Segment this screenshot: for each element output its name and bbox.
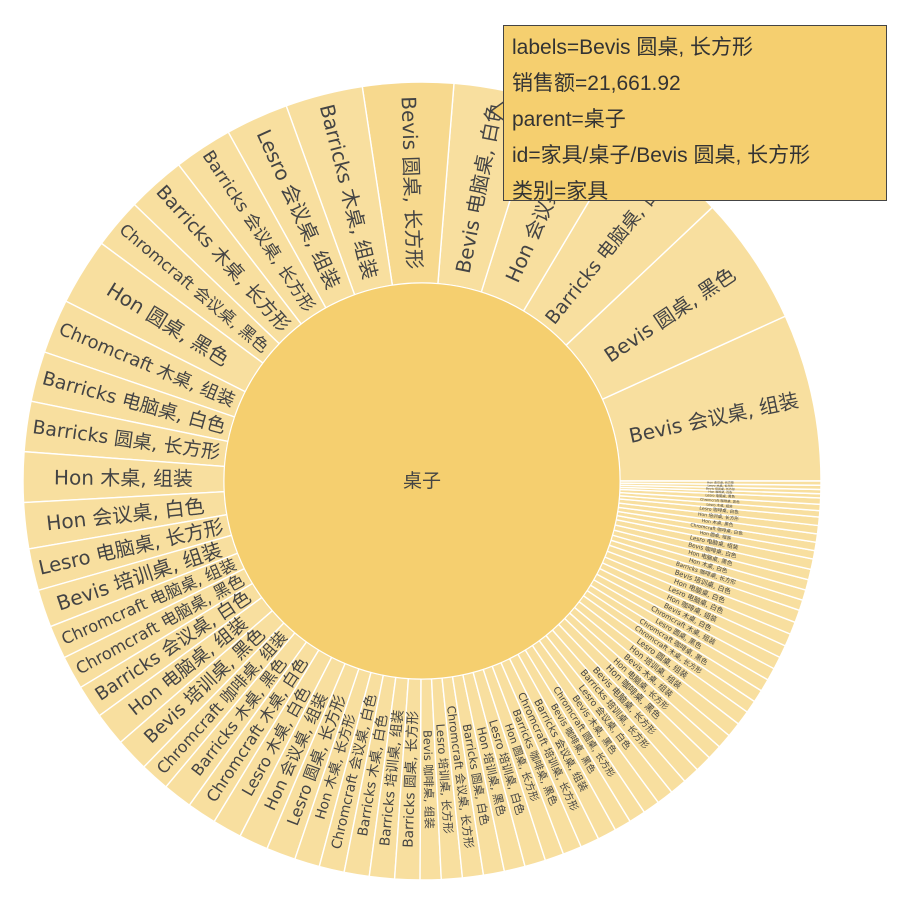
hover-tooltip: labels=Bevis 圆桌, 长方形 销售额=21,661.92 paren…	[503, 25, 887, 203]
leaf-label: Lesro 木桌, 组装	[706, 502, 733, 509]
leaf-label: Bevis 培训桌, 长方形	[706, 486, 735, 492]
tooltip-line-category: 类别=家具	[512, 180, 609, 203]
leaf-label: Lesro 咖啡桌, 白色	[699, 505, 739, 516]
root-label: 桌子	[403, 470, 441, 492]
leaf-label: Lesro 木桌, 长方形	[707, 483, 733, 488]
tooltip-line-labels: labels=Bevis 圆桌, 长方形	[512, 36, 753, 59]
leaf-label: Lesro 电脑桌, 黑色	[705, 492, 735, 499]
leaf-label: Chromcraft 咖啡桌, 黑色	[700, 497, 740, 505]
leaf-label: Hon 木桌, 组装	[54, 465, 193, 490]
leaf-label: Barricks 圆桌, 长方形	[400, 710, 421, 848]
leaf-label: Bevis 咖啡桌, 组装	[420, 730, 436, 829]
leaf-label: Hon 会议桌, 长方形	[707, 480, 734, 485]
tooltip-line-parent: parent=桌子	[512, 108, 626, 131]
tooltip-line-sales: 销售额=21,661.92	[512, 72, 681, 95]
leaf-label: Hon 咖啡桌, 白色	[708, 489, 732, 495]
tooltip-line-id: id=家具/桌子/Bevis 圆桌, 长方形	[512, 144, 811, 167]
leaf-label: Hon 木桌, 黑色	[701, 517, 734, 529]
root-slice[interactable]	[223, 282, 621, 680]
